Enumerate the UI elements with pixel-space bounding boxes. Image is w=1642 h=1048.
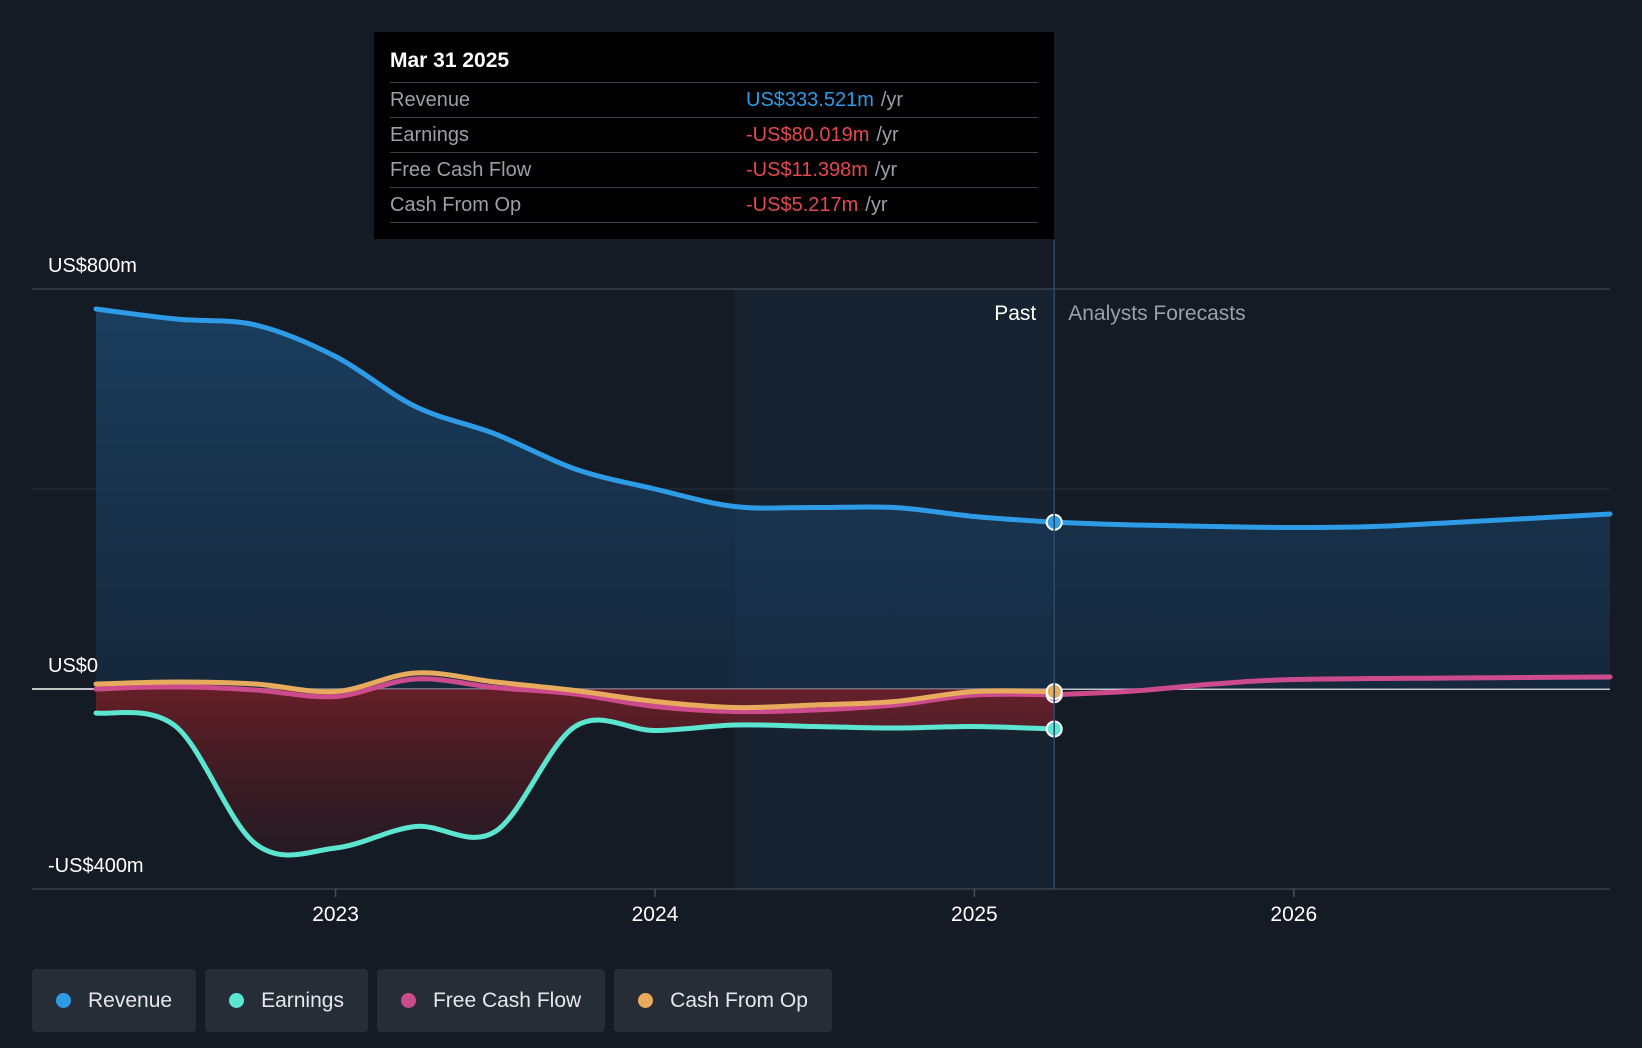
- tooltip-label: Earnings: [390, 123, 469, 146]
- tooltip-unit: /yr: [865, 193, 888, 216]
- legend-label: Earnings: [261, 988, 344, 1012]
- earnings-line: [93, 709, 1057, 858]
- forecast-label: Analysts Forecasts: [1068, 302, 1245, 325]
- tooltip-row-revenue: Revenue US$333.521m /yr: [390, 82, 1038, 117]
- legend-item-earnings[interactable]: Earnings: [205, 969, 368, 1032]
- tooltip-value: -US$80.019m: [746, 123, 870, 146]
- legend-label: Free Cash Flow: [432, 988, 582, 1012]
- tooltip: Mar 31 2025 Revenue US$333.521m /yr Earn…: [374, 32, 1054, 239]
- legend-dot-icon: [56, 993, 71, 1008]
- legend-label: Cash From Op: [670, 988, 808, 1012]
- tooltip-value: -US$11.398m: [746, 158, 868, 181]
- tooltip-label: Cash From Op: [390, 193, 522, 216]
- axis-labels: US$800m US$0 -US$400m Past Analysts Fore…: [48, 255, 1246, 877]
- series-areas: [96, 309, 1610, 856]
- tooltip-value: US$333.521m: [746, 88, 874, 111]
- tooltip-date: Mar 31 2025: [390, 49, 510, 72]
- x-axis-ticks: 2023 2024 2025 2026: [312, 889, 1317, 926]
- legend: Revenue Earnings Free Cash Flow Cash Fro…: [32, 969, 832, 1032]
- tooltip-label: Free Cash Flow: [390, 158, 532, 181]
- x-tick-label: 2025: [951, 903, 998, 926]
- y-label-zero: US$0: [48, 655, 98, 677]
- legend-item-free-cash-flow[interactable]: Free Cash Flow: [376, 969, 606, 1032]
- free-cash-flow-line: [93, 676, 1057, 715]
- cash-from-op-line: [93, 670, 1057, 711]
- tooltip-row-free-cash-flow: Free Cash Flow -US$11.398m /yr: [390, 152, 1038, 187]
- past-label: Past: [994, 302, 1036, 325]
- legend-label: Revenue: [88, 988, 173, 1012]
- y-label-bottom: -US$400m: [48, 855, 144, 877]
- tooltip-unit: /yr: [876, 123, 899, 146]
- x-tick-label: 2026: [1270, 903, 1317, 926]
- tooltip-row-earnings: Earnings -US$80.019m /yr: [390, 117, 1038, 152]
- legend-dot-icon: [229, 993, 245, 1008]
- x-tick-label: 2024: [632, 903, 679, 926]
- y-label-top: US$800m: [48, 255, 137, 277]
- tooltip-row-cash-from-op: Cash From Op -US$5.217m /yr: [390, 187, 1038, 223]
- revenue-forecast-line: [1051, 511, 1613, 531]
- legend-item-cash-from-op[interactable]: Cash From Op: [614, 969, 832, 1032]
- revenue-line: [93, 306, 1057, 525]
- tooltip-unit: /yr: [880, 88, 904, 111]
- tooltip-value: -US$5.217m: [746, 193, 859, 216]
- earnings-area: [96, 689, 1055, 856]
- legend-item-revenue[interactable]: Revenue: [32, 969, 197, 1032]
- x-tick-label: 2023: [312, 903, 359, 926]
- free-cash-flow-forecast-line: [1051, 674, 1613, 698]
- legend-dot-icon: [638, 993, 654, 1008]
- legend-dot-icon: [400, 993, 416, 1008]
- revenue-area: [96, 309, 1610, 689]
- tooltip-unit: /yr: [874, 158, 898, 181]
- tooltip-label: Revenue: [390, 88, 471, 111]
- series-lines: [93, 306, 1613, 858]
